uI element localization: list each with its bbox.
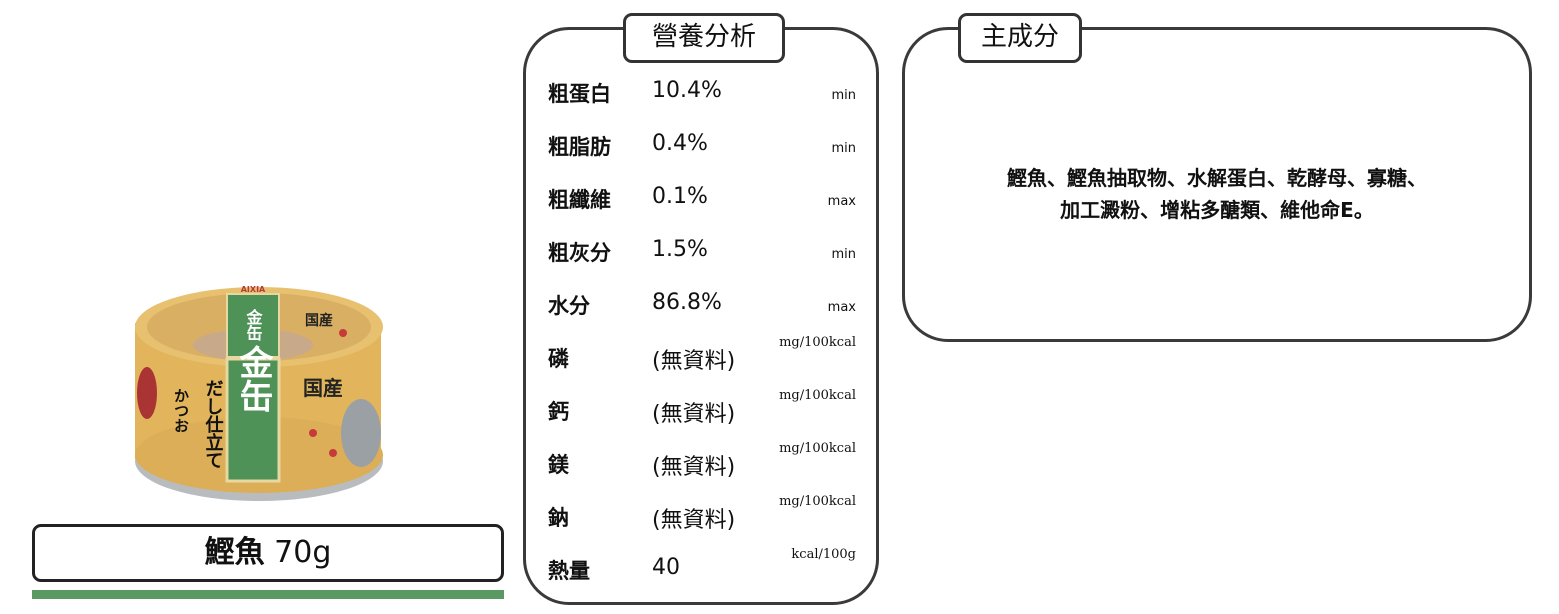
nutrient-value: 0.1% xyxy=(652,184,708,209)
nutrient-label: 粗蛋白 xyxy=(548,82,611,106)
nutrient-value: 1.5% xyxy=(652,237,708,262)
nutrient-label: 水分 xyxy=(548,294,590,318)
can-fish-text: かつお xyxy=(172,388,190,433)
nutrition-row: 粗脂肪 0.4% min xyxy=(548,131,856,171)
nutrient-value: (無資料) xyxy=(652,455,736,480)
can-logo-top: 金缶 xyxy=(244,308,264,341)
nutrient-label: 鈣 xyxy=(548,400,569,424)
nutrient-label: 磷 xyxy=(548,347,569,371)
nutrient-label: 粗脂肪 xyxy=(548,135,611,159)
nutrient-unit: kcal/100g xyxy=(791,547,856,562)
nutrition-row: 粗纖維 0.1% max xyxy=(548,184,856,224)
nutrient-unit: min xyxy=(831,141,856,156)
nutrient-label: 粗灰分 xyxy=(548,241,611,265)
nutrient-value: 0.4% xyxy=(652,131,708,156)
nutrient-unit: mg/100kcal xyxy=(779,335,856,350)
product-weight: 70g xyxy=(274,535,332,570)
product-image: AIXIA 金缶 金缶 国産 国産 だし仕立て かつお xyxy=(133,283,385,505)
nutrient-unit: mg/100kcal xyxy=(779,388,856,403)
nutrient-value: 86.8% xyxy=(652,290,722,315)
nutrient-value: (無資料) xyxy=(652,402,736,427)
ingredients-title: 主成分 xyxy=(958,13,1082,63)
nutrition-row: 粗灰分 1.5% min xyxy=(548,237,856,277)
nutrient-value: (無資料) xyxy=(652,508,736,533)
nutrition-panel: 粗蛋白 10.4% min 粗脂肪 0.4% min 粗纖維 0.1% max 粗灰分 1.5% mi… xyxy=(523,27,879,605)
nutrient-value: (無資料) xyxy=(652,349,736,374)
nutrition-row: 熱量 40 kcal/100g xyxy=(548,547,856,595)
nutrition-row: 鈉 (無資料) mg/100kcal xyxy=(548,494,856,542)
nutrient-value: 10.4% xyxy=(652,78,722,103)
nutrition-title: 營養分析 xyxy=(623,13,785,63)
ingredients-line-1: 鰹魚、鰹魚抽取物、水解蛋白、乾酵母、寡糖、 xyxy=(1007,166,1427,190)
can-origin-text: 国産 xyxy=(303,376,343,400)
ingredients-panel: 鰹魚、鰹魚抽取物、水解蛋白、乾酵母、寡糖、 加工澱粉、增粘多醣類、維他命E。 xyxy=(902,27,1532,342)
nutrition-row: 水分 86.8% max xyxy=(548,290,856,330)
accent-bar xyxy=(32,590,504,599)
can-origin-text-top: 国産 xyxy=(305,312,333,329)
nutrient-unit: max xyxy=(827,194,856,209)
nutrient-label: 鎂 xyxy=(548,453,569,477)
nutrient-value: 40 xyxy=(652,555,680,580)
nutrient-label: 熱量 xyxy=(548,559,590,583)
can-brand-text: AIXIA xyxy=(241,285,266,294)
nutrient-unit: mg/100kcal xyxy=(779,494,856,509)
ingredients-line-2: 加工澱粉、增粘多醣類、維他命E。 xyxy=(1060,198,1374,222)
nutrient-label: 粗纖維 xyxy=(548,188,611,212)
can-logo-main: 金缶 xyxy=(233,344,274,413)
nutrient-unit: max xyxy=(827,300,856,315)
product-name-box: 鰹魚 70g xyxy=(32,524,504,582)
nutrition-row: 鎂 (無資料) mg/100kcal xyxy=(548,441,856,489)
product-name: 鰹魚 xyxy=(204,535,265,570)
nutrient-unit: min xyxy=(831,247,856,262)
nutrient-unit: mg/100kcal xyxy=(779,441,856,456)
nutrition-row: 鈣 (無資料) mg/100kcal xyxy=(548,388,856,436)
can-flavor-text: だし仕立て xyxy=(203,379,225,469)
nutrition-row: 粗蛋白 10.4% min xyxy=(548,78,856,118)
ingredients-text: 鰹魚、鰹魚抽取物、水解蛋白、乾酵母、寡糖、 加工澱粉、增粘多醣類、維他命E。 xyxy=(905,162,1529,226)
nutrient-unit: min xyxy=(831,88,856,103)
nutrient-label: 鈉 xyxy=(548,506,569,530)
nutrition-row: 磷 (無資料) mg/100kcal xyxy=(548,335,856,383)
